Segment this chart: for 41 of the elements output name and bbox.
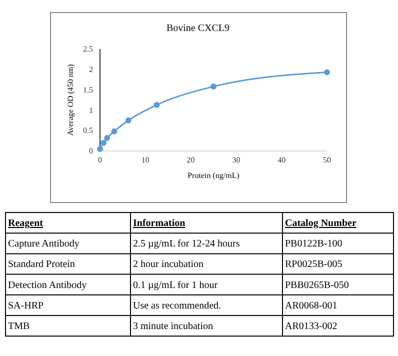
text: TMB bbox=[8, 321, 30, 332]
point bbox=[125, 117, 132, 124]
point bbox=[154, 102, 160, 108]
y-tick-label: 1.5 bbox=[83, 85, 93, 94]
x-tick-label: 40 bbox=[278, 156, 286, 165]
point bbox=[97, 146, 103, 152]
text: RP0025B-005 bbox=[285, 259, 342, 270]
text: 2 hour incubation bbox=[133, 259, 204, 270]
text: Reagent bbox=[8, 218, 44, 229]
y-axis-title: Average OD (450 nm) bbox=[66, 64, 75, 136]
text: PBB0265B-050 bbox=[285, 280, 349, 291]
text: SA-HRP bbox=[8, 300, 44, 312]
x-tick-label: 0 bbox=[98, 156, 102, 165]
y-tick-label: 0.5 bbox=[83, 126, 93, 136]
point bbox=[324, 69, 330, 76]
text: PB0122B-100 bbox=[285, 238, 342, 250]
text: 2.5 µg/mL for 12-24 hours bbox=[133, 238, 240, 250]
point bbox=[100, 140, 107, 146]
y-tick-label: 0 bbox=[89, 146, 93, 156]
x-tick-label: 30 bbox=[232, 156, 240, 165]
text: Catalog Number bbox=[285, 218, 357, 229]
text: 0.1 µg/mL for 1 hour bbox=[133, 280, 218, 291]
text: Standard Protein bbox=[8, 259, 75, 270]
point bbox=[210, 84, 216, 90]
text: Detection Antibody bbox=[8, 280, 87, 291]
y-tick-label: 2 bbox=[89, 64, 93, 74]
point bbox=[104, 134, 110, 141]
text: Information bbox=[133, 218, 186, 229]
text: 3 minute incubation bbox=[133, 321, 213, 332]
text: AR0068-001 bbox=[285, 300, 338, 312]
point bbox=[111, 128, 118, 134]
text: AR0133-002 bbox=[285, 321, 338, 332]
y-tick-label: 1 bbox=[89, 106, 93, 115]
chart-title: Bovine CXCL9 bbox=[166, 23, 230, 34]
x-tick-label: 10 bbox=[141, 156, 150, 165]
x-axis-title: Protein (ng/mL) bbox=[188, 171, 240, 180]
y-tick-label: 2.5 bbox=[83, 44, 93, 54]
text: Use as recommended. bbox=[133, 300, 222, 312]
x-tick-label: 20 bbox=[186, 156, 195, 165]
text: Capture Antibody bbox=[8, 238, 80, 250]
x-tick-label: 50 bbox=[323, 156, 331, 165]
